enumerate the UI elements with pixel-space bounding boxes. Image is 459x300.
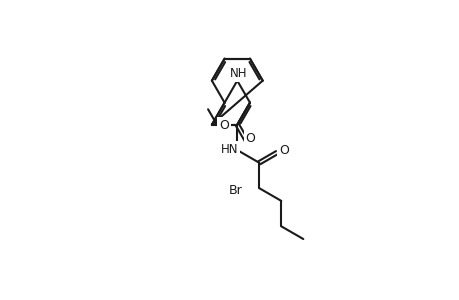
Text: O: O bbox=[218, 119, 228, 132]
Text: HN: HN bbox=[220, 143, 238, 156]
Text: NH: NH bbox=[230, 67, 247, 80]
Text: O: O bbox=[278, 144, 288, 157]
Text: Br: Br bbox=[228, 184, 242, 197]
Text: O: O bbox=[245, 132, 255, 145]
